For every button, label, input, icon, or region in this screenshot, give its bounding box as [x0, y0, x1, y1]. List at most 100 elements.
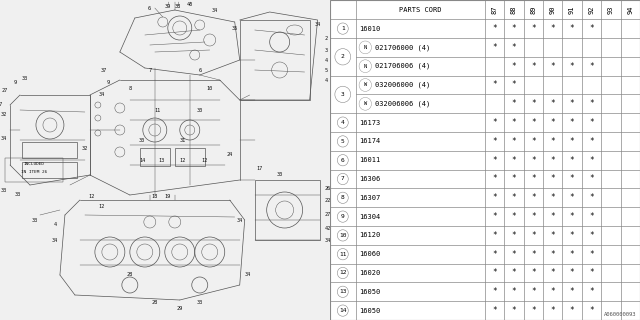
Text: *: * — [531, 193, 536, 202]
Text: INCLUDED: INCLUDED — [24, 162, 44, 166]
Text: *: * — [531, 62, 536, 71]
Text: *: * — [492, 250, 497, 259]
Text: *: * — [550, 62, 555, 71]
Bar — [5, 158, 63, 182]
Text: 021706000 (4): 021706000 (4) — [374, 44, 430, 51]
Text: 13: 13 — [339, 289, 346, 294]
Circle shape — [337, 192, 348, 204]
Text: 8: 8 — [341, 195, 345, 200]
Text: 34: 34 — [99, 92, 105, 98]
Circle shape — [335, 86, 351, 102]
Text: 7: 7 — [341, 177, 345, 181]
Text: *: * — [570, 118, 575, 127]
Text: 27: 27 — [324, 212, 331, 218]
Text: 27: 27 — [0, 102, 3, 108]
Text: *: * — [492, 174, 497, 183]
Text: 28: 28 — [152, 300, 158, 306]
Circle shape — [337, 305, 348, 316]
Text: 12: 12 — [99, 204, 105, 210]
Text: 42: 42 — [324, 226, 331, 230]
Text: 33: 33 — [196, 300, 203, 306]
Text: *: * — [589, 137, 594, 146]
Text: *: * — [492, 43, 497, 52]
Text: *: * — [492, 193, 497, 202]
Text: *: * — [531, 24, 536, 33]
Text: 32: 32 — [82, 146, 88, 150]
Text: *: * — [550, 193, 555, 202]
Text: 6: 6 — [198, 68, 202, 73]
Text: *: * — [511, 137, 516, 146]
Text: *: * — [531, 268, 536, 277]
Text: *: * — [570, 174, 575, 183]
Text: 90: 90 — [550, 5, 556, 14]
Text: 12: 12 — [202, 157, 208, 163]
Text: 8: 8 — [128, 85, 131, 91]
Text: 31: 31 — [180, 138, 186, 142]
Text: 16050: 16050 — [359, 308, 380, 314]
Text: *: * — [531, 118, 536, 127]
Circle shape — [335, 49, 351, 65]
Text: *: * — [531, 212, 536, 221]
Text: *: * — [531, 99, 536, 108]
Text: 4: 4 — [324, 58, 328, 62]
Text: 12: 12 — [89, 195, 95, 199]
Text: 16174: 16174 — [359, 138, 380, 144]
Text: *: * — [589, 24, 594, 33]
Text: *: * — [570, 137, 575, 146]
Text: *: * — [511, 62, 516, 71]
Text: *: * — [492, 81, 497, 90]
Bar — [140, 148, 170, 166]
Text: *: * — [570, 231, 575, 240]
Circle shape — [337, 173, 348, 185]
Text: 34: 34 — [324, 237, 331, 243]
Text: *: * — [570, 212, 575, 221]
Text: *: * — [589, 174, 594, 183]
Text: 27: 27 — [2, 87, 8, 92]
Text: *: * — [589, 118, 594, 127]
Text: 3: 3 — [341, 92, 345, 97]
Text: *: * — [511, 43, 516, 52]
Text: *: * — [589, 250, 594, 259]
Text: 14: 14 — [339, 308, 346, 313]
Text: 22: 22 — [324, 197, 331, 203]
Circle shape — [337, 155, 348, 166]
Text: *: * — [492, 137, 497, 146]
Text: *: * — [589, 212, 594, 221]
Circle shape — [359, 60, 371, 73]
Text: *: * — [570, 306, 575, 315]
Text: *: * — [511, 193, 516, 202]
Circle shape — [359, 41, 371, 54]
Text: *: * — [511, 268, 516, 277]
Text: 30: 30 — [276, 172, 283, 178]
Text: *: * — [511, 118, 516, 127]
Text: *: * — [511, 24, 516, 33]
Text: 19: 19 — [164, 195, 171, 199]
Text: 032006006 (4): 032006006 (4) — [374, 100, 430, 107]
Text: *: * — [511, 250, 516, 259]
Text: *: * — [550, 118, 555, 127]
Text: *: * — [511, 99, 516, 108]
Text: 37: 37 — [100, 68, 107, 73]
Text: 16050: 16050 — [359, 289, 380, 295]
Text: *: * — [492, 287, 497, 296]
Circle shape — [359, 79, 371, 92]
Text: *: * — [492, 212, 497, 221]
Circle shape — [337, 23, 348, 34]
Text: W: W — [364, 83, 367, 87]
Text: 94: 94 — [627, 5, 634, 14]
Text: 16120: 16120 — [359, 232, 380, 238]
Text: 4: 4 — [341, 120, 345, 125]
Text: *: * — [550, 156, 555, 165]
Text: *: * — [550, 268, 555, 277]
Text: 26: 26 — [324, 186, 331, 190]
Text: *: * — [492, 306, 497, 315]
Text: 89: 89 — [531, 5, 536, 14]
Text: 93: 93 — [608, 5, 614, 14]
Text: 6: 6 — [147, 5, 150, 11]
Text: *: * — [589, 99, 594, 108]
Text: *: * — [531, 231, 536, 240]
Text: 34: 34 — [237, 218, 243, 222]
Text: 5: 5 — [324, 68, 328, 73]
Text: N: N — [364, 45, 367, 50]
Text: *: * — [550, 231, 555, 240]
